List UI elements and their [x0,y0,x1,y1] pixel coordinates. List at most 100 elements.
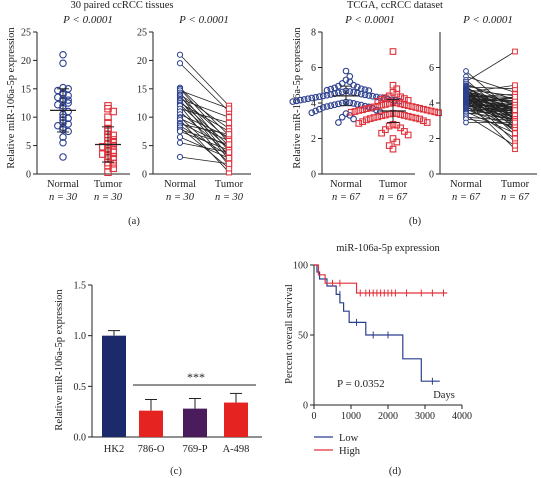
panel-a-paired-point-normal [176,128,184,135]
panel-a-dot-point-tumor [109,160,117,168]
panel-a-dot-point-normal [54,121,62,130]
panel-b-dot-point-normal [323,103,331,110]
panel-c-x-tick-label: 786-O [138,444,165,455]
panel-a-paired-pair-line [179,108,230,124]
panel-a-paired-y-tick-label: 20 [137,56,147,67]
panel-b-dot-point-normal [316,105,323,113]
panel-b-dot-point-normal [354,89,361,97]
panel-a-paired-pair-line [179,54,230,107]
panel-a-dot-p-value: P < 0.0001 [62,14,113,26]
panel-a-paired-pair-line [179,116,230,163]
panel-b-paired-pair-line [465,118,516,126]
panel-b-dot-point-tumor [412,104,420,111]
panel-b-paired-tumor-n: n = 67 [501,192,530,203]
panel-d-x-tick-label: 0 [312,411,317,422]
panel-b-paired-pair-line [465,106,516,112]
panel-b-dot-point-tumor [420,105,427,113]
panel-b-dot-point-tumor [401,95,408,102]
panel-b-paired-pair-line [465,104,516,108]
panel-d-y-tick-label: 0 [303,401,308,412]
panel-b-paired-pair-line [465,107,516,114]
panel-b-paired-pair-line [465,96,516,105]
legend-high-label: High [339,446,361,457]
panel-b-dot-point-normal [350,100,357,107]
panel-b-dot-point-tumor [404,131,412,139]
panel-b-dot-point-normal [350,88,357,96]
panel-c-x-tick-label: 769-P [182,444,207,455]
panel-b-dot-point-tumor [416,115,423,123]
panel-b-dot-point-tumor [363,116,370,124]
panel-b-dot-point-tumor [374,113,382,121]
panel-b-dot-normal-n: n = 67 [332,192,361,203]
panel-a-paired-pair-line [179,94,230,129]
panel-b-dot-point-normal [327,91,335,98]
panel-b-ylabel: Relative miR-106a-5p expression [292,27,303,169]
panel-b-dot-point-tumor [408,113,416,121]
panel-b-paired-pair-line [465,99,516,102]
panel-a-paired-y-tick-label: 10 [137,113,147,124]
panel-a-dot-axes: 0 5 10 15 20 25 [21,28,130,181]
bar-hk2 [102,335,126,437]
panel-b-paired-pair-line [465,109,516,116]
panel-b-paired-y-tick-label: 0 [429,170,434,181]
panel-b-dot-p-value: P < 0.0001 [344,14,395,26]
panel-b-dot-point-normal [323,86,331,94]
bar-a-498 [224,402,248,437]
panel-a-dot-point-tumor [99,150,107,158]
panel-b-dot-point-normal [289,98,297,105]
legend-low-label: Low [339,433,359,444]
panel-b-dot-point-tumor [359,118,366,125]
panel-a-paired-point-normal [176,139,184,146]
panel-b-dot-point-normal [304,95,312,103]
panel-b-dot-point-tumor [382,111,389,119]
panel-a-dot-point-normal [59,153,67,161]
panel-b-dot-point-normal [319,92,327,100]
panel-a-dot-y-tick-label: 15 [21,84,31,95]
panel-a-paired-normal-n: n = 30 [166,192,195,203]
panel-b-caption: (b) [409,216,422,227]
panel-c-y-tick-label: 0.0 [74,433,87,444]
panel-b-paired-pair-line [465,108,516,129]
panel-a-paired-point-tumor [225,154,233,162]
panel-b-dot-point-tumor [351,108,359,115]
panel-b-dot-point-tumor [382,101,389,108]
panel-b-dot-point-tumor [382,94,389,102]
panel-a-dot-point-normal [59,139,67,147]
panel-a-dot-point-tumor [109,131,117,140]
panel-a-paired-tumor-label: Tumor [215,179,244,190]
panel-b-dot-point-tumor [389,81,397,89]
panel-a-ylabel: Relative miR-106a-5p expression [6,27,17,169]
panel-b-dot-point-tumor [370,114,378,121]
panel-b-dot-point-tumor [385,92,393,100]
panel-a-dot-point-normal [59,133,67,141]
panel-a-paired-point-normal [176,51,184,58]
panel-c-significance: *** [187,370,205,384]
panel-b-dot-point-tumor [363,105,370,113]
panel-c-caption: (c) [170,466,182,477]
panel-b-dot-point-normal [335,119,342,126]
panel-b-dot-point-tumor [397,124,404,132]
panel-b-paired-point-tumor [512,48,518,55]
panel-a-paired-pair-line [179,119,230,173]
panel-b-paired-y-tick-label: 6 [429,63,434,74]
panel-a-paired-axes: 0 5 10 15 20 25 [137,28,251,181]
panel-b-paired-point-normal [463,119,469,126]
panel-b-dot-point-tumor [397,100,404,108]
panel-b-paired-p-value: P < 0.0001 [462,14,513,26]
panel-b: TCGA, ccRCC dataset P < 0.0001 P < 0.000… [289,0,537,227]
panel-b-dot-point-normal [365,87,373,94]
panel-a-paired-y-tick-label: 25 [137,28,147,39]
panel-b-dot-point-tumor [404,102,412,110]
panel-c-ylabel: Relative miR-106a-5p expression [54,289,65,431]
panel-c: Relative miR-106a-5p expression 0.0 0.5 1.… [54,281,262,477]
panel-a-paired-pair-line [179,123,230,135]
panel-b-dot-point-tumor [401,112,408,119]
panel-b-paired-pair-line [465,116,516,122]
panel-b-dot-point-normal [312,93,319,101]
panel-b-dot-point-normal [308,109,316,117]
panel-d-xlabel: Days [433,390,455,401]
panel-b-paired-point-tumor [512,82,518,89]
panel-b-dot-point-normal [357,90,365,98]
bar-769-p [183,408,207,437]
